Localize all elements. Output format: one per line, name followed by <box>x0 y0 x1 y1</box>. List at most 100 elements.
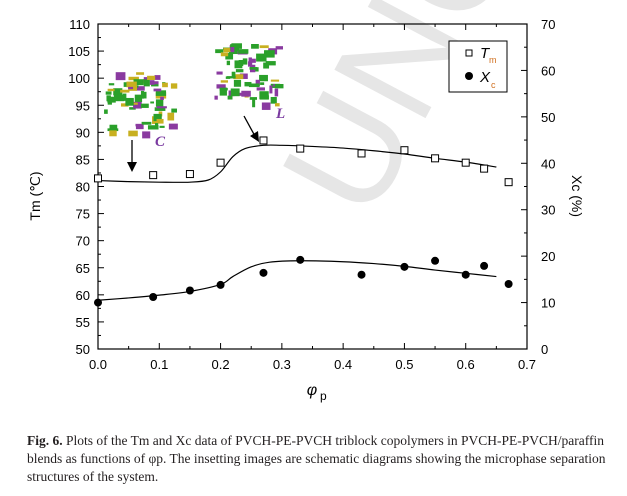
inset-cell <box>261 102 271 110</box>
inset-cell <box>155 90 167 96</box>
inset-cell <box>227 95 233 100</box>
caption-label: Fig. 6. <box>27 433 63 448</box>
fit-line-Xc <box>97 260 497 301</box>
data-point-Xc <box>480 261 489 270</box>
inset-cell <box>219 87 227 96</box>
data-point-Xc <box>400 262 409 271</box>
y-left-tick-label: 50 <box>76 342 90 357</box>
inset-cell <box>270 96 277 104</box>
inset-cell <box>104 109 108 114</box>
inset-cylinder-structure <box>104 72 178 139</box>
inset-cell <box>249 97 258 100</box>
inset-cell <box>135 123 143 127</box>
inset-cell <box>263 62 270 69</box>
inset-cell <box>107 96 116 103</box>
inset-cell <box>113 94 125 102</box>
inset-cell <box>154 75 161 80</box>
y-right-tick-label: 60 <box>541 63 555 78</box>
inset-cell <box>109 124 118 130</box>
y-right-axis-label: Xc (%) <box>569 175 585 217</box>
data-point-Tm <box>259 136 268 145</box>
x-tick-label: 0.2 <box>212 357 230 372</box>
inset-cell <box>251 44 259 49</box>
inset-cell <box>167 112 175 121</box>
y-right-tick-label: 0 <box>541 342 548 357</box>
inset-cell <box>233 79 242 87</box>
inset-cell <box>140 90 145 99</box>
y-left-tick-label: 65 <box>76 261 90 276</box>
y-right-tick-label: 40 <box>541 156 555 171</box>
caption-text: Plots of the Tm and Xc data of PVCH-PE-P… <box>27 433 606 484</box>
data-point-Xc <box>259 268 268 277</box>
inset-cell <box>235 69 244 73</box>
inset-cell <box>156 118 164 124</box>
inset-cell <box>133 101 142 109</box>
inset-cell <box>220 52 229 57</box>
figure-caption: Fig. 6. Plots of the Tm and Xc data of P… <box>27 432 617 486</box>
inset-cell <box>259 91 269 100</box>
data-point-Xc <box>296 255 305 264</box>
y-left-tick-label: 55 <box>76 315 90 330</box>
inset-cell <box>122 93 127 101</box>
inset-cell <box>233 74 244 80</box>
y-right-tick-label: 30 <box>541 203 555 218</box>
y-right-tick-label: 10 <box>541 296 555 311</box>
inset-cell <box>216 84 226 89</box>
legend-xc: X <box>479 69 491 86</box>
data-point-Tm <box>400 146 409 155</box>
inset-cell <box>260 82 265 85</box>
inset-cell <box>147 75 156 81</box>
inset-cell <box>143 79 150 87</box>
y-left-tick-label: 110 <box>69 17 90 32</box>
y-left-tick-label: 80 <box>76 180 90 195</box>
inset-cell <box>264 50 275 58</box>
inset-cell <box>252 99 256 108</box>
inset-cell <box>126 81 137 88</box>
legend-tm: T <box>480 45 491 62</box>
inset-cell <box>133 79 144 86</box>
y-left-tick-label: 70 <box>76 234 90 249</box>
inset-cell <box>142 131 151 139</box>
data-point-Tm <box>431 154 440 163</box>
x-axis-label: φ <box>307 382 317 399</box>
data-point-Xc <box>431 256 440 265</box>
inset-cell <box>128 86 134 90</box>
inset-cell <box>106 95 111 102</box>
inset-cell <box>153 88 162 92</box>
inset-cell <box>141 121 152 125</box>
inset-cell <box>259 45 269 49</box>
inset-cell <box>230 47 235 53</box>
legend-circle-marker <box>465 72 473 80</box>
y-left-tick-label: 85 <box>76 152 90 167</box>
y-left-tick-label: 75 <box>76 207 90 222</box>
inset-cell <box>128 76 139 81</box>
inset-cell <box>155 99 164 107</box>
inset-cell <box>234 60 243 69</box>
inset-cell <box>107 88 115 92</box>
inset-cell <box>214 95 218 100</box>
inset-cell <box>274 88 279 97</box>
legend-xc-sub: c <box>491 80 496 90</box>
inset-cell <box>128 130 138 137</box>
y-right-tick-label: 70 <box>541 17 555 32</box>
inset-cell <box>241 90 251 97</box>
inset-cell <box>160 96 164 100</box>
inset-cell <box>256 87 265 91</box>
inset-cell <box>156 106 167 109</box>
data-point-Tm <box>504 178 513 187</box>
inset-cell <box>154 107 166 111</box>
inset-cell <box>147 125 159 130</box>
data-point-Tm <box>94 174 102 183</box>
inset-cell <box>136 86 145 91</box>
inset-cell <box>142 91 147 99</box>
inset-cell <box>216 71 223 75</box>
y-left-tick-label: 105 <box>68 44 90 59</box>
inset-cell <box>107 128 119 132</box>
x-tick-label: 0.5 <box>395 357 413 372</box>
y-left-tick-label: 90 <box>76 125 90 140</box>
inset-cell <box>170 83 178 89</box>
data-point-Tm <box>185 170 194 179</box>
inset-cell <box>134 94 143 103</box>
inset-cell <box>226 60 231 66</box>
